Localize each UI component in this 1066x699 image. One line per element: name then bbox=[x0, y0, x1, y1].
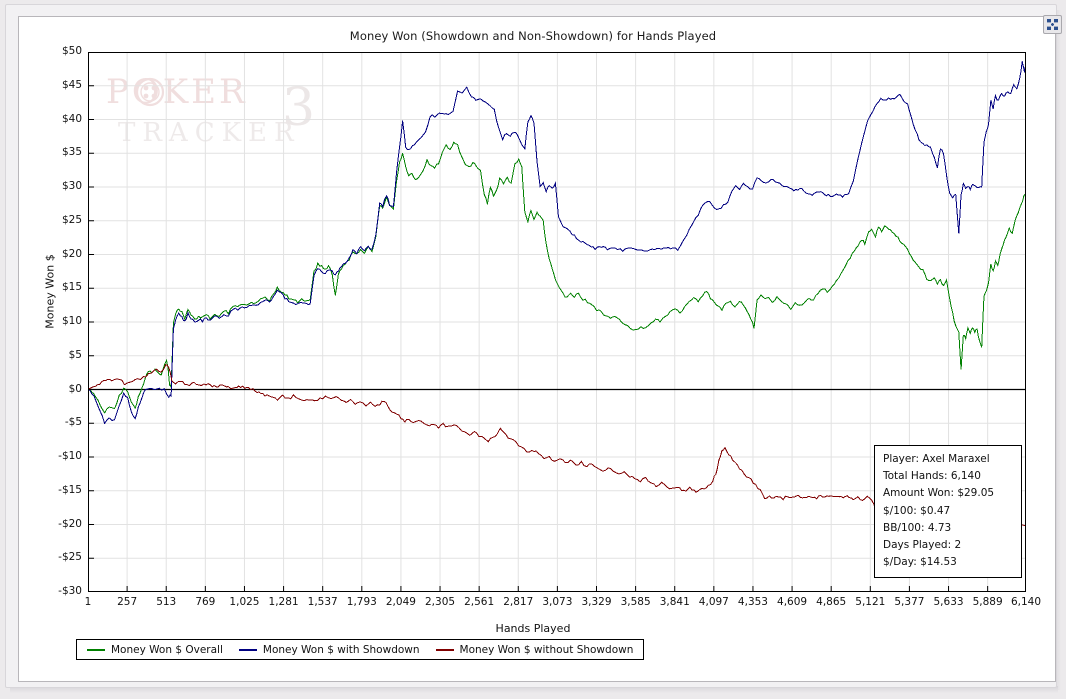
plot-area bbox=[88, 52, 1026, 592]
x-axis: 1 257 513 769 1,025 1,281 1,537 1,793 2,049 2,305… bbox=[0, 596, 1066, 614]
x-tick-label: 2,817 bbox=[503, 596, 534, 608]
x-tick-label: 4,609 bbox=[777, 596, 808, 608]
x-tick-label: 3,841 bbox=[659, 596, 690, 608]
x-tick-label: 2,305 bbox=[425, 596, 456, 608]
stat-line: $/100: $0.47 bbox=[883, 504, 951, 517]
stat-line: $/Day: $14.53 bbox=[883, 556, 957, 569]
x-tick-label: 1 bbox=[84, 596, 92, 608]
stat-line: Amount Won: $29.05 bbox=[883, 487, 995, 500]
y-tick-label: $45 bbox=[61, 78, 82, 91]
expand-grid-glyph bbox=[1047, 19, 1058, 30]
legend-color-swatch bbox=[435, 648, 454, 651]
stat-line: Days Played: 2 bbox=[883, 539, 962, 552]
x-tick-label: 4,097 bbox=[698, 596, 729, 608]
page-title: Money Won (Showdown and Non-Showdown) fo… bbox=[349, 29, 717, 43]
y-tick-label: -$10 bbox=[58, 450, 82, 462]
x-tick-label: 3,585 bbox=[620, 596, 651, 608]
legend-label: Money Won $ without Showdown bbox=[459, 643, 634, 656]
chart-canvas bbox=[88, 52, 1026, 592]
x-tick-label: 1,537 bbox=[307, 596, 338, 608]
x-tick-label: 4,865 bbox=[816, 596, 847, 608]
x-tick-label: 513 bbox=[156, 596, 177, 608]
x-tick-label: 2,049 bbox=[385, 596, 416, 608]
legend-color-swatch bbox=[87, 648, 105, 651]
series-line bbox=[88, 61, 1026, 425]
y-tick-label: -$5 bbox=[64, 416, 82, 429]
x-tick-label: 1,281 bbox=[268, 596, 299, 608]
y-tick-label: -$20 bbox=[58, 517, 82, 530]
y-tick-label: $40 bbox=[61, 112, 82, 125]
y-tick-label: $25 bbox=[61, 213, 82, 226]
x-tick-label: 769 bbox=[195, 596, 216, 608]
x-tick-label: 5,377 bbox=[894, 596, 925, 608]
window-shadow-bottom bbox=[10, 686, 1058, 693]
x-tick-label: 2,561 bbox=[464, 596, 495, 608]
y-tick-label: $0 bbox=[68, 382, 82, 395]
legend-item[interactable]: Money Won $ without Showdown bbox=[435, 643, 634, 656]
x-axis-title: Hands Played bbox=[495, 622, 571, 635]
series-line bbox=[88, 141, 1026, 414]
x-tick-label: 5,633 bbox=[933, 596, 964, 608]
stat-line: Player: Axel Maraxel bbox=[883, 453, 990, 465]
window-frame bbox=[5, 4, 1057, 688]
y-tick-label: -$25 bbox=[58, 551, 82, 564]
legend-item[interactable]: Money Won $ with Showdown bbox=[238, 643, 420, 656]
x-tick-label: 257 bbox=[117, 596, 138, 608]
legend-color-swatch bbox=[238, 648, 257, 651]
y-tick-label: -$15 bbox=[58, 483, 82, 496]
legend-label: Money Won $ with Showdown bbox=[262, 643, 420, 656]
x-tick-label: 5,121 bbox=[855, 596, 886, 608]
stat-line: BB/100: 4.73 bbox=[883, 521, 952, 534]
chart-legend: Money Won $ Overall Money Won $ with Show… bbox=[76, 639, 645, 660]
y-axis: Money Won $ $50 $45 $40 $35 $30 $25 $20 $15 $10 $… bbox=[30, 0, 83, 699]
expand-grid-icon[interactable] bbox=[1043, 15, 1062, 34]
legend-label: Money Won $ Overall bbox=[111, 643, 223, 656]
x-tick-label: 6,140 bbox=[1010, 596, 1042, 608]
y-tick-label: $20 bbox=[61, 247, 82, 260]
x-tick-label: 4,353 bbox=[737, 596, 768, 608]
y-tick-label: -$30 bbox=[58, 585, 82, 597]
y-tick-label: $30 bbox=[61, 180, 82, 192]
data-series bbox=[88, 61, 1026, 526]
x-tick-label: 5,889 bbox=[972, 596, 1003, 608]
y-tick-label: $15 bbox=[61, 281, 82, 294]
x-tick-label: 3,329 bbox=[581, 596, 612, 608]
x-tick-label: 1,025 bbox=[229, 596, 260, 608]
x-tick-label: 3,073 bbox=[542, 596, 573, 608]
y-tick-label: $35 bbox=[61, 146, 82, 159]
legend-item[interactable]: Money Won $ Overall bbox=[87, 644, 223, 656]
x-tick-label: 1,793 bbox=[346, 596, 377, 608]
y-tick-label: $50 bbox=[61, 45, 82, 57]
axis-tick-marks bbox=[88, 52, 1026, 592]
series-line bbox=[88, 364, 1026, 526]
y-tick-label: $10 bbox=[61, 315, 82, 327]
stat-line: Total Hands: 6,140 bbox=[883, 470, 981, 483]
window-shadow-right bbox=[1053, 10, 1061, 690]
stats-summary-box: Player: Axel Maraxel Total Hands: 6,140 Am… bbox=[874, 445, 1022, 579]
y-tick-label: $5 bbox=[68, 348, 82, 361]
